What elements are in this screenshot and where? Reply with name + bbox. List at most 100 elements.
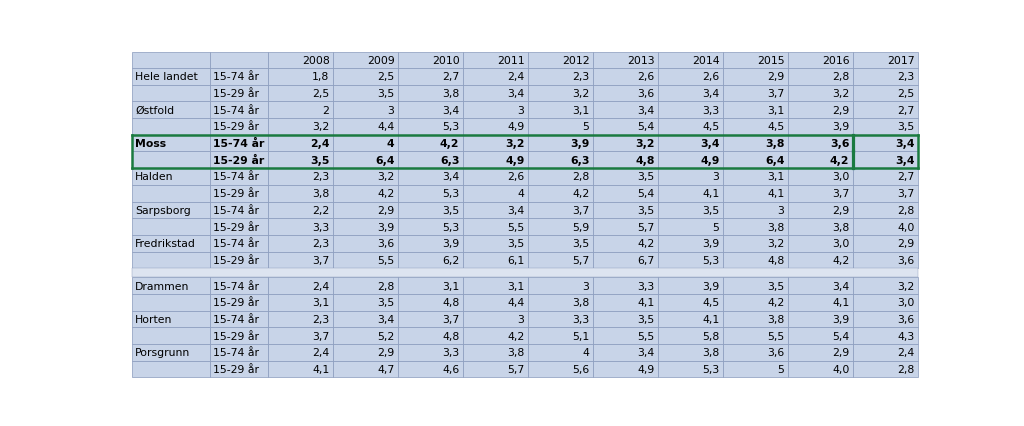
Bar [527,252,593,269]
Text: 3,4: 3,4 [895,155,914,165]
Text: 2,5: 2,5 [377,72,394,82]
Text: 3,5: 3,5 [442,205,460,216]
Bar [333,361,397,377]
Bar [267,152,333,169]
Bar [657,202,723,219]
Bar [723,185,787,202]
Bar [210,185,267,202]
Bar [397,53,463,69]
Bar [593,294,657,311]
Bar [267,202,333,219]
Bar [210,294,267,311]
Bar [657,311,723,328]
Text: 3: 3 [777,205,784,216]
Text: 2,4: 2,4 [312,281,330,291]
Text: 3,3: 3,3 [312,222,330,232]
Bar [657,102,723,119]
Text: 3,4: 3,4 [507,89,524,99]
Bar [787,69,853,86]
Text: 3,5: 3,5 [310,155,330,165]
Text: 3,7: 3,7 [312,331,330,341]
Text: 4,7: 4,7 [377,364,394,374]
Bar [397,185,463,202]
Bar [593,135,657,152]
Bar [657,252,723,269]
Text: 4,1: 4,1 [702,314,720,324]
Text: 2009: 2009 [367,56,394,66]
Bar [723,86,787,102]
Bar [397,169,463,185]
Text: 5,3: 5,3 [442,222,460,232]
Text: 15-74 år: 15-74 år [213,314,259,324]
Bar [723,311,787,328]
Bar [527,119,593,135]
Bar [787,169,853,185]
Bar [853,219,918,236]
Bar [463,86,527,102]
Bar [787,252,853,269]
Bar [853,361,918,377]
Text: 5,4: 5,4 [637,122,654,132]
Bar [210,328,267,344]
Text: 3,0: 3,0 [897,297,914,308]
Bar [787,135,853,152]
Bar [527,86,593,102]
Bar [853,185,918,202]
Text: 15-29 år: 15-29 år [213,256,259,265]
Text: Horten: Horten [135,314,172,324]
Text: Drammen: Drammen [135,281,189,291]
Bar [267,294,333,311]
Text: 3,6: 3,6 [377,239,394,249]
Text: 2,3: 2,3 [572,72,590,82]
Text: 3,4: 3,4 [637,348,654,357]
Text: 3,4: 3,4 [895,139,914,149]
Bar [787,152,853,169]
Bar [463,102,527,119]
Bar [132,219,210,236]
Bar [787,236,853,252]
Bar [853,311,918,328]
Bar [853,102,918,119]
Text: 3,8: 3,8 [767,314,784,324]
Text: 2,9: 2,9 [767,72,784,82]
Bar [463,152,527,169]
Text: 2,9: 2,9 [377,205,394,216]
Text: 3,9: 3,9 [377,222,394,232]
Bar [527,69,593,86]
Bar [787,277,853,294]
Text: 4,2: 4,2 [572,189,590,199]
Text: 2017: 2017 [887,56,914,66]
Text: 3,5: 3,5 [572,239,590,249]
Text: 15-74 år: 15-74 år [213,281,259,291]
Text: 3,6: 3,6 [637,89,654,99]
Bar [657,135,723,152]
Text: 5,4: 5,4 [637,189,654,199]
Text: Hele landet: Hele landet [135,72,198,82]
Bar [463,294,527,311]
Bar [657,361,723,377]
Bar [657,169,723,185]
Bar [593,311,657,328]
Bar [527,135,593,152]
Bar [853,119,918,135]
Text: 3,4: 3,4 [507,205,524,216]
Text: 3,9: 3,9 [702,239,720,249]
Bar [593,169,657,185]
Text: 5,7: 5,7 [637,222,654,232]
Text: 3,6: 3,6 [767,348,784,357]
Text: 4,6: 4,6 [442,364,460,374]
Text: 3: 3 [713,172,720,182]
Text: 3,9: 3,9 [702,281,720,291]
Bar [397,152,463,169]
Text: 2,6: 2,6 [702,72,720,82]
Bar [210,102,267,119]
Text: 3,7: 3,7 [442,314,460,324]
Bar [333,185,397,202]
Bar [397,219,463,236]
Bar [723,102,787,119]
Bar [333,86,397,102]
Text: 4,1: 4,1 [833,297,850,308]
Text: 2,7: 2,7 [442,72,460,82]
Bar [723,294,787,311]
Text: 3,7: 3,7 [897,189,914,199]
